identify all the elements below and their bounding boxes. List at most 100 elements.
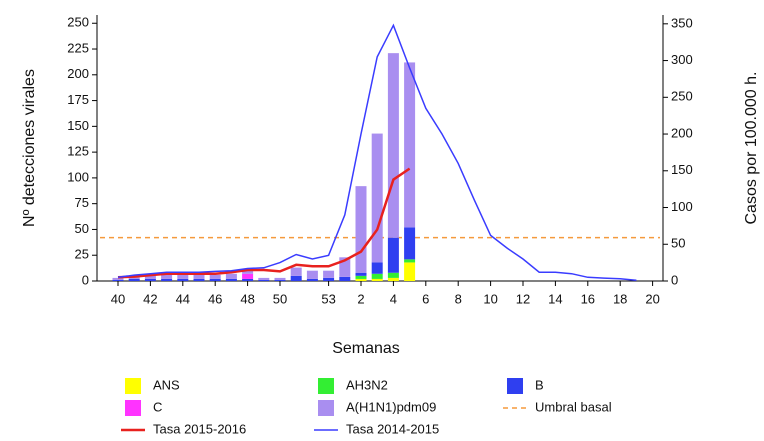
x-axis-title: Semanas xyxy=(332,340,400,357)
bar xyxy=(371,262,383,274)
bar xyxy=(112,277,124,280)
bar xyxy=(306,270,318,279)
y-tick-label: 25 xyxy=(75,247,89,262)
legend-label: C xyxy=(153,399,162,414)
legend-label: Tasa 2015-2016 xyxy=(153,421,246,436)
legend-swatch xyxy=(125,378,141,394)
bar xyxy=(258,277,270,280)
x-tick-label: 40 xyxy=(111,291,125,306)
legend-label: B xyxy=(535,377,544,392)
bar xyxy=(306,278,318,281)
x-tick-label: 18 xyxy=(613,291,627,306)
y-tick-label: 200 xyxy=(67,66,89,81)
bar xyxy=(242,270,254,274)
bar xyxy=(404,62,416,228)
y2-tick-label: 100 xyxy=(671,199,693,214)
x-tick-label: 4 xyxy=(390,291,397,306)
bar xyxy=(144,274,156,279)
bar xyxy=(242,278,254,281)
legend-swatch xyxy=(318,400,334,416)
x-tick-label: 16 xyxy=(581,291,595,306)
y-tick-label: 250 xyxy=(67,15,89,30)
x-tick-label: 12 xyxy=(516,291,530,306)
y2-tick-label: 50 xyxy=(671,236,685,251)
y2-tick-label: 0 xyxy=(671,272,678,287)
bar xyxy=(371,273,383,279)
x-tick-label: 8 xyxy=(455,291,462,306)
x-tick-label: 10 xyxy=(483,291,497,306)
y2-tick-label: 350 xyxy=(671,15,693,30)
y-tick-label: 150 xyxy=(67,118,89,133)
legend-swatch xyxy=(125,400,141,416)
bar xyxy=(177,274,189,279)
bar xyxy=(209,278,221,281)
bar xyxy=(290,267,302,276)
bar xyxy=(290,275,302,281)
y2-tick-label: 150 xyxy=(671,162,693,177)
line xyxy=(117,23,637,282)
bar xyxy=(323,277,335,281)
bar xyxy=(339,276,351,281)
bar xyxy=(274,277,286,280)
bar xyxy=(177,278,189,281)
legend-swatch xyxy=(507,378,523,394)
bar xyxy=(355,278,367,281)
x-tick-label: 20 xyxy=(645,291,659,306)
y-axis-title: Nº detecciones virales xyxy=(21,69,38,227)
bar xyxy=(193,278,205,281)
bar xyxy=(225,273,237,279)
bar xyxy=(387,237,399,273)
y-tick-label: 50 xyxy=(75,221,89,236)
bar xyxy=(274,279,286,281)
bar xyxy=(144,278,156,281)
y-tick-label: 75 xyxy=(75,195,89,210)
bar xyxy=(371,278,383,281)
y-tick-label: 100 xyxy=(67,169,89,184)
bar xyxy=(404,262,416,281)
bar xyxy=(209,274,221,279)
bar xyxy=(404,227,416,260)
x-tick-label: 46 xyxy=(208,291,222,306)
y-tick-label: 125 xyxy=(67,144,89,159)
legend-label: Umbral basal xyxy=(535,399,612,414)
bar xyxy=(387,53,399,238)
x-tick-label: 44 xyxy=(176,291,190,306)
bar xyxy=(355,275,367,279)
bar xyxy=(161,273,173,279)
legend-label: A(H1N1)pdm09 xyxy=(346,399,436,414)
y2-tick-label: 200 xyxy=(671,125,693,140)
x-tick-label: 48 xyxy=(240,291,254,306)
bar xyxy=(242,273,254,279)
bar xyxy=(355,272,367,276)
bar xyxy=(387,272,399,278)
y-tick-label: 225 xyxy=(67,40,89,55)
bar xyxy=(355,186,367,273)
y-tick-label: 175 xyxy=(67,92,89,107)
x-tick-label: 42 xyxy=(143,291,157,306)
bar xyxy=(387,277,399,281)
legend-label: AH3N2 xyxy=(346,377,388,392)
bar xyxy=(371,133,383,263)
bar xyxy=(112,279,124,281)
x-tick-label: 2 xyxy=(357,291,364,306)
y2-tick-label: 300 xyxy=(671,52,693,67)
bar xyxy=(193,274,205,279)
x-tick-label: 14 xyxy=(548,291,562,306)
legend-swatch xyxy=(318,378,334,394)
bar xyxy=(404,259,416,263)
bar xyxy=(323,270,335,278)
x-tick-label: 6 xyxy=(422,291,429,306)
bar xyxy=(339,257,351,277)
bar xyxy=(225,278,237,281)
bar xyxy=(258,279,270,281)
y2-tick-label: 250 xyxy=(671,89,693,104)
bar xyxy=(128,278,140,281)
y-tick-label: 0 xyxy=(82,272,89,287)
legend-label: Tasa 2014-2015 xyxy=(346,421,439,436)
line xyxy=(117,167,411,279)
legend-label: ANS xyxy=(153,377,180,392)
x-tick-label: 53 xyxy=(321,291,335,306)
x-tick-label: 50 xyxy=(273,291,287,306)
